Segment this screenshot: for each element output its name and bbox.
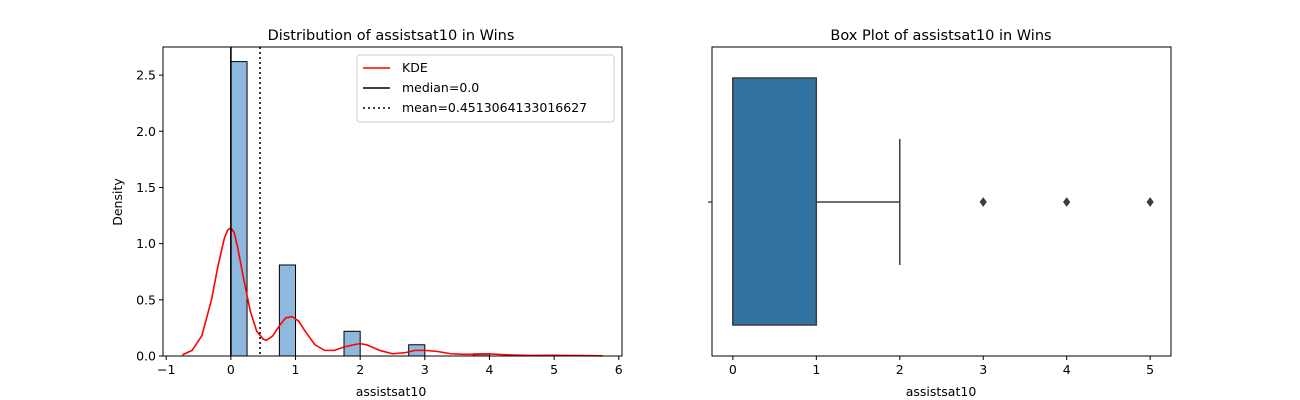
histogram-x-tick-label: 1 <box>292 362 300 377</box>
histogram-y-tick-label: 0.5 <box>136 292 156 307</box>
legend: KDE median=0.0 mean=0.4513064133016627 <box>356 54 615 123</box>
boxplot-x-ticks: 0 1 2 3 4 5 <box>729 356 1154 377</box>
box <box>732 77 818 326</box>
histogram-x-tick-label: 2 <box>356 362 364 377</box>
histogram-panel: Distribution of assistsat10 in Wins −1 0 1… <box>110 28 623 399</box>
histogram-x-tick-label: 4 <box>485 362 493 377</box>
boxplot-x-tick-label: 4 <box>1063 362 1071 377</box>
histogram-y-tick-label: 2.5 <box>136 68 156 83</box>
histogram-axes-frame <box>162 46 623 357</box>
histogram-y-ticks: 0.0 0.5 1.0 1.5 2.0 2.5 <box>136 68 163 364</box>
boxplot-panel: Box Plot of assistsat10 in Wins 0 1 2 3 4 5 a… <box>708 28 1172 399</box>
histogram-x-tick-label: 0 <box>227 362 235 377</box>
boxplot-x-tick-label: 0 <box>729 362 737 377</box>
legend-median-label: median=0.0 <box>402 80 479 95</box>
histogram-x-tick-label: 6 <box>615 362 623 377</box>
legend-kde-label: KDE <box>402 60 428 75</box>
histogram-x-axis-label: assistsat10 <box>356 384 427 399</box>
boxplot-x-tick-label: 3 <box>979 362 987 377</box>
histogram-x-tick-label: 3 <box>421 362 429 377</box>
legend-frame <box>356 54 615 123</box>
outlier-point <box>1146 197 1154 207</box>
histogram-x-tick-label: 5 <box>550 362 558 377</box>
histogram-y-tick-label: 1.5 <box>136 180 156 195</box>
histogram-y-tick-label: 1.0 <box>136 236 156 251</box>
histogram-title: Distribution of assistsat10 in Wins <box>268 28 515 44</box>
histogram-x-tick-label: −1 <box>157 362 175 377</box>
boxplot-x-tick-label: 2 <box>896 362 904 377</box>
histogram-y-axis-label: Density <box>110 178 125 226</box>
boxplot-x-tick-label: 1 <box>812 362 820 377</box>
histogram-x-ticks: −1 0 1 2 3 4 5 6 <box>157 356 623 377</box>
histogram-bar-1 <box>278 264 297 357</box>
histogram-y-tick-label: 2.0 <box>136 124 156 139</box>
boxplot-title: Box Plot of assistsat10 in Wins <box>830 28 1051 44</box>
histogram-bars <box>230 61 490 357</box>
histogram-y-tick-label: 0.0 <box>136 349 156 364</box>
legend-mean-label: mean=0.4513064133016627 <box>402 100 587 115</box>
outlier-point <box>979 197 987 207</box>
boxplot-x-axis-label: assistsat10 <box>906 384 977 399</box>
outlier-point <box>1063 197 1071 207</box>
histogram-bar-0 <box>230 61 248 357</box>
boxplot-marks <box>732 77 1154 326</box>
boxplot-x-tick-label: 5 <box>1146 362 1154 377</box>
